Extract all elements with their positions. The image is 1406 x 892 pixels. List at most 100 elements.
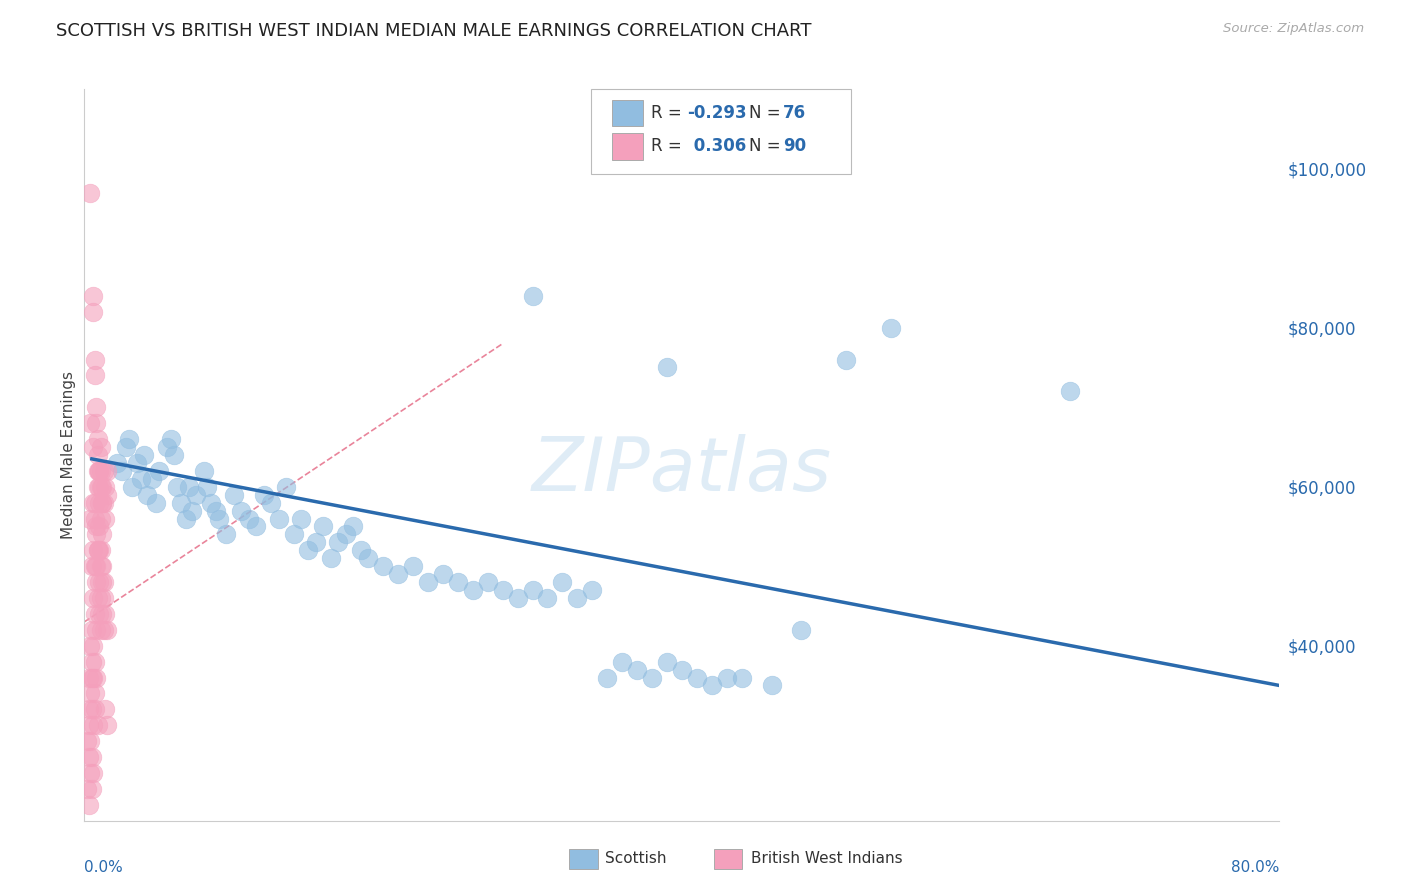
Point: [87, 543, 110, 558]
Point: [195, 480, 218, 494]
Text: R =: R =: [651, 104, 688, 122]
Point: [76, 781, 98, 796]
Point: [79, 734, 101, 748]
Y-axis label: Median Male Earnings: Median Male Earnings: [60, 371, 76, 539]
Text: ZIPatlas: ZIPatlas: [531, 434, 832, 506]
Point: [86, 519, 108, 533]
Point: [655, 655, 678, 669]
Text: 76: 76: [783, 104, 806, 122]
Point: [83, 686, 105, 700]
Point: [82, 671, 104, 685]
Point: [238, 511, 260, 525]
Point: [94, 480, 117, 494]
Point: [655, 360, 678, 375]
Point: [91, 495, 114, 509]
Point: [208, 511, 231, 525]
Point: [90, 623, 112, 637]
Point: [121, 480, 143, 494]
Text: 0.306: 0.306: [688, 137, 745, 155]
Point: [91, 607, 114, 621]
Point: [79, 686, 101, 700]
Point: [716, 671, 738, 685]
Point: [77, 718, 100, 732]
Point: [96, 488, 118, 502]
Point: [186, 488, 208, 502]
Point: [373, 559, 395, 574]
Point: [686, 671, 709, 685]
Point: [79, 639, 101, 653]
Point: [87, 591, 110, 605]
Point: [89, 495, 111, 509]
Point: [160, 432, 183, 446]
Text: British West Indians: British West Indians: [751, 852, 903, 866]
Point: [174, 511, 197, 525]
Point: [155, 440, 177, 454]
Point: [231, 503, 253, 517]
Point: [319, 551, 342, 566]
Point: [86, 527, 108, 541]
Point: [89, 480, 111, 494]
Point: [506, 591, 529, 605]
Point: [181, 503, 204, 517]
Point: [477, 575, 499, 590]
Point: [90, 543, 112, 558]
Point: [177, 480, 200, 494]
Point: [86, 575, 108, 590]
Point: [522, 289, 544, 303]
Point: [342, 519, 364, 533]
Point: [82, 766, 104, 780]
Point: [80, 623, 103, 637]
Point: [357, 551, 380, 566]
Point: [93, 591, 115, 605]
Point: [77, 750, 100, 764]
Point: [166, 480, 188, 494]
Point: [551, 575, 574, 590]
Point: [105, 456, 128, 470]
Text: SCOTTISH VS BRITISH WEST INDIAN MEDIAN MALE EARNINGS CORRELATION CHART: SCOTTISH VS BRITISH WEST INDIAN MEDIAN M…: [56, 22, 811, 40]
Point: [626, 663, 648, 677]
Point: [94, 511, 117, 525]
Text: -0.293: -0.293: [688, 104, 747, 122]
Point: [125, 456, 148, 470]
Point: [94, 607, 117, 621]
Point: [89, 543, 111, 558]
Point: [79, 766, 101, 780]
Point: [91, 480, 114, 494]
Point: [522, 583, 544, 598]
Point: [245, 519, 267, 533]
Point: [596, 671, 619, 685]
Point: [416, 575, 439, 590]
Point: [148, 464, 170, 478]
Point: [731, 671, 754, 685]
Point: [80, 671, 103, 685]
Point: [641, 671, 664, 685]
Text: 90: 90: [783, 137, 806, 155]
Point: [461, 583, 484, 598]
Point: [880, 320, 903, 334]
Text: 0.0%: 0.0%: [84, 861, 124, 875]
Point: [91, 559, 114, 574]
Point: [96, 464, 118, 478]
Point: [79, 511, 101, 525]
Point: [80, 655, 103, 669]
Point: [90, 440, 112, 454]
Point: [80, 781, 103, 796]
Point: [1059, 384, 1081, 399]
Point: [82, 289, 104, 303]
Point: [115, 440, 138, 454]
Point: [96, 718, 118, 732]
Point: [93, 623, 115, 637]
Point: [89, 464, 111, 478]
Point: [274, 480, 297, 494]
Point: [86, 623, 108, 637]
Point: [82, 543, 104, 558]
Point: [82, 718, 104, 732]
Point: [90, 480, 112, 494]
Point: [82, 440, 104, 454]
Point: [87, 480, 110, 494]
Point: [79, 186, 101, 200]
Point: [87, 718, 110, 732]
Point: [671, 663, 693, 677]
Point: [432, 567, 454, 582]
Text: N =: N =: [749, 104, 786, 122]
